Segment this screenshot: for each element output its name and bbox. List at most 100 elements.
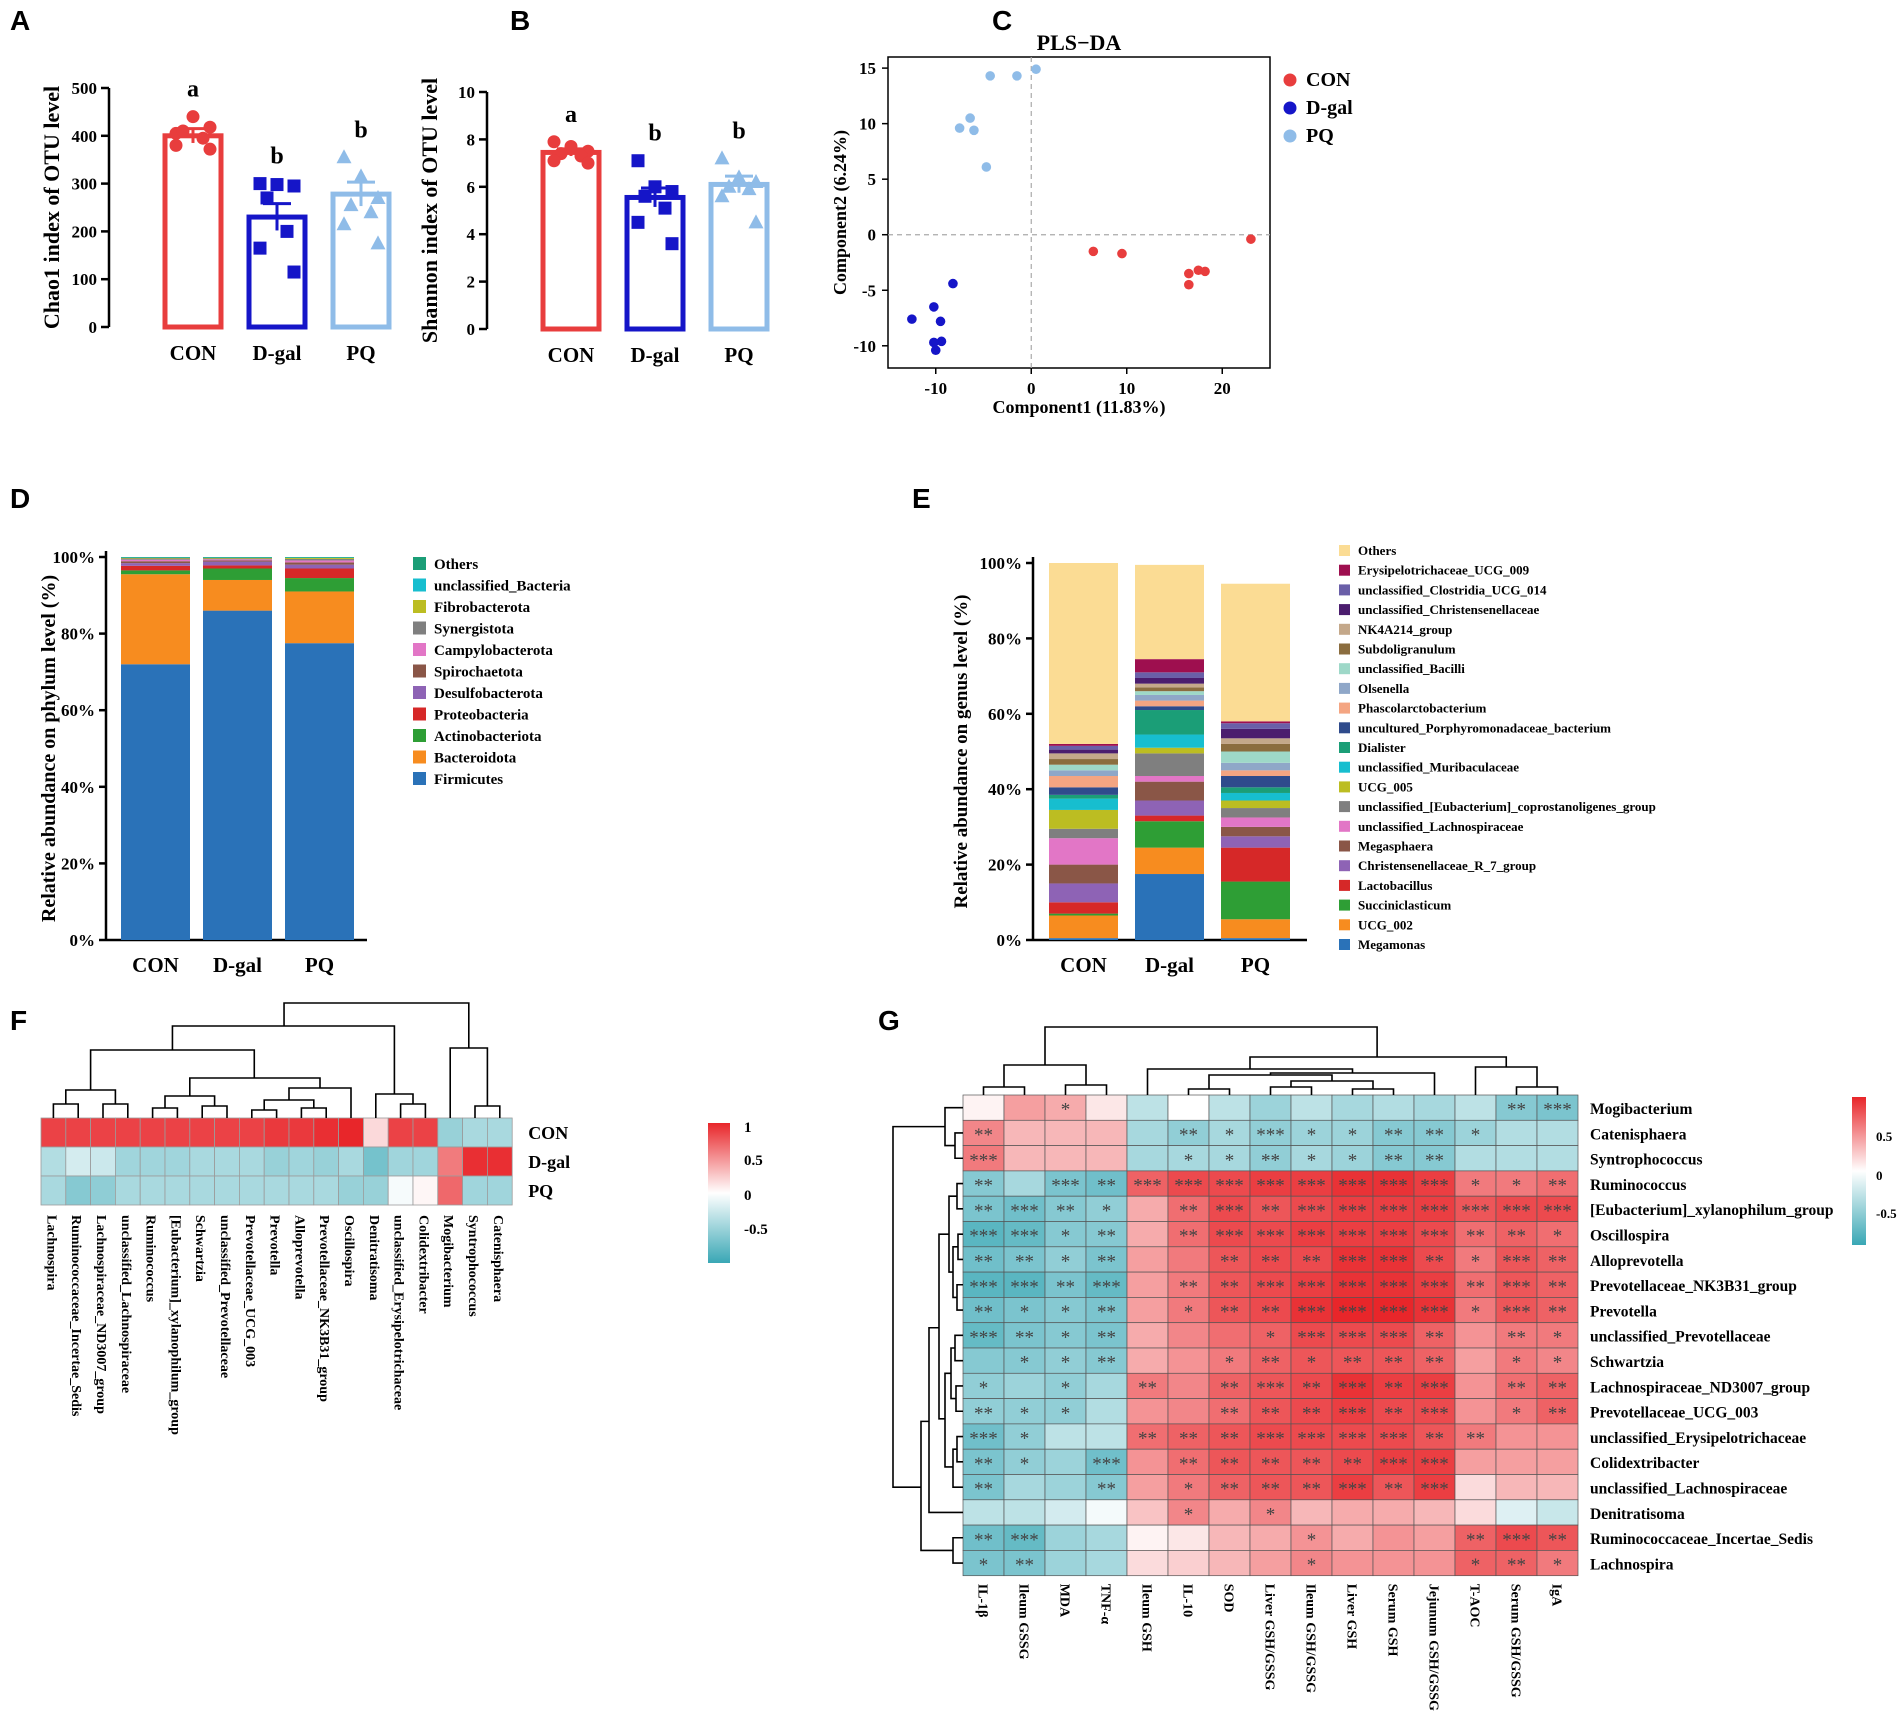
heat-cell-con-ruminococcaceae-incertae-sedis — [65, 1117, 92, 1148]
significance-stars: *** — [1092, 1454, 1121, 1475]
significance-stars: * — [1471, 1251, 1481, 1272]
heat-cell-ruminococcaceae-incertae-sedis-serum-gsh-gssg — [1495, 1524, 1538, 1551]
dendrogram-branch — [957, 1233, 963, 1261]
colorbar-tick-label: -0.5 — [744, 1222, 768, 1238]
row-label-syntrophococcus: Syntrophococcus — [1590, 1152, 1703, 1169]
heat-cell-lachnospiraceae-nd3007-group-serum-gsh-gssg — [1495, 1372, 1538, 1399]
legend-label-others: Others — [1358, 543, 1396, 558]
heat-cell-alloprevotella-jejunum-gsh-gssg — [1413, 1246, 1456, 1273]
scatter-point-con — [1246, 234, 1256, 244]
significance-stars: ** — [1466, 1429, 1485, 1450]
dendrogram-branch — [449, 1047, 489, 1118]
data-point-pq — [370, 189, 386, 204]
dendrogram-branch — [1064, 1084, 1108, 1095]
bar-segment-uncultured-porphyromonadaceae-bacterium-con — [1049, 787, 1118, 795]
data-point-pq — [748, 214, 764, 229]
heat-cell-lachnospiraceae-nd3007-group-serum-gsh — [1372, 1372, 1415, 1399]
significance-stars: * — [1553, 1353, 1563, 1374]
significance-stars: ** — [1261, 1479, 1280, 1500]
heat-cell-denitratisoma-ileum-gssg — [1003, 1499, 1046, 1526]
bar-segment-bacteroidota-pq — [285, 591, 354, 644]
heat-cell-pq-lachnospira — [40, 1175, 67, 1206]
column-label-ileum-gsh-gssg: Ileum GSH/GSSG — [1303, 1584, 1318, 1693]
heat-cell-pq-unclassified-erysipelotrichaceae — [387, 1175, 414, 1206]
significance-stars: ** — [1507, 1378, 1526, 1399]
heat-cell-colidextribacter-tnf — [1085, 1448, 1128, 1475]
bar-segment-others-pq — [1221, 583, 1290, 722]
significance-stars: *** — [1256, 1378, 1285, 1399]
heat-cell-syntrophococcus-ileum-gsh — [1126, 1145, 1169, 1172]
legend-label-desulfobacterota: Desulfobacterota — [434, 686, 543, 702]
data-point-d-gal — [280, 224, 294, 238]
heat-cell-con-schwartzia — [189, 1117, 216, 1148]
heat-cell-denitratisoma-serum-gsh-gssg — [1495, 1499, 1538, 1526]
heat-cell-pq-denitratisoma — [362, 1175, 389, 1206]
legend-label-olsenella: Olsenella — [1358, 681, 1410, 696]
heat-cell-ruminococcaceae-incertae-sedis-mda — [1044, 1524, 1087, 1551]
bar-segment-unclassified-bacteria-con — [121, 557, 190, 558]
heat-cell-mogibacterium-serum-gsh — [1372, 1094, 1415, 1121]
significance-letter: a — [565, 102, 577, 128]
significance-stars: ** — [974, 1403, 993, 1424]
legend-swatch-uncultured-porphyromonadaceae-bacterium — [1339, 722, 1350, 734]
data-point-d-gal — [253, 241, 267, 255]
x-tick-label: -10 — [924, 379, 947, 398]
dendrogram-branch — [399, 1103, 427, 1118]
bar-segment-others-pq — [285, 557, 354, 558]
heat-cell-prevotella-jejunum-gsh-gssg — [1413, 1297, 1456, 1324]
heat-cell-prevotellaceae-nk3b31-group-ileum-gssg — [1003, 1271, 1046, 1298]
significance-stars: ** — [1261, 1201, 1280, 1222]
heat-cell-oscillospira-jejunum-gsh-gssg — [1413, 1221, 1456, 1248]
heat-cell-denitratisoma-serum-gsh — [1372, 1499, 1415, 1526]
bar-segment-desulfobacterota-con — [121, 563, 190, 566]
heat-cell-unclassified-prevotellaceae-ileum-gsh — [1126, 1322, 1169, 1349]
significance-stars: *** — [1420, 1277, 1449, 1298]
heat-cell-d-gal-denitratisoma — [362, 1146, 389, 1177]
heat-cell-ruminococcaceae-incertae-sedis-ileum-gsh — [1126, 1524, 1169, 1551]
significance-stars: * — [1348, 1150, 1358, 1171]
column-label-jejunum-gsh-gssg: Jejunum GSH/GSSG — [1426, 1584, 1441, 1711]
heat-cell-unclassified-lachnospiraceae-ileum-gsh — [1126, 1474, 1169, 1501]
bar-segment-olsenella-pq — [1221, 762, 1290, 771]
bar-segment-fibrobacterota-d-gal — [203, 557, 272, 559]
heat-cell-mogibacterium-t-aoc — [1454, 1094, 1497, 1121]
bar-segment-ucg-005-d-gal — [1135, 747, 1204, 754]
row-label-prevotellaceae-nk3b31-group: Prevotellaceae_NK3B31_group — [1590, 1278, 1797, 1295]
heat-cell-catenisphaera-ileum-gssg — [1003, 1119, 1046, 1146]
dendrogram-branch — [956, 1435, 963, 1463]
significance-stars: *** — [1338, 1251, 1367, 1272]
legend-label-phascolarctobacterium: Phascolarctobacterium — [1358, 701, 1486, 716]
heat-cell-lachnospiraceae-nd3007-group-mda — [1044, 1372, 1087, 1399]
significance-stars: *** — [1543, 1100, 1572, 1121]
heat-cell-unclassified-erysipelotrichaceae-sod — [1208, 1423, 1251, 1450]
legend-swatch-unclassified-bacilli — [1339, 663, 1350, 675]
row-label-ruminococcaceae-incertae-sedis: Ruminococcaceae_Incertae_Sedis — [1590, 1531, 1813, 1548]
bar-segment-dialister-d-gal — [1135, 710, 1204, 735]
heat-cell-prevotellaceae-ucg-003-tnf — [1085, 1398, 1128, 1425]
y-tick-label: 0 — [868, 226, 877, 245]
significance-stars: * — [1348, 1125, 1358, 1146]
dendrogram-branch — [189, 1077, 321, 1096]
significance-stars: * — [1471, 1176, 1481, 1197]
dendrogram-branch — [952, 1536, 963, 1564]
significance-stars: ** — [1015, 1555, 1034, 1576]
heat-cell-eubacterium-xylanophilum-group-ileum-gsh-gssg — [1290, 1195, 1333, 1222]
bar-segment-synergistota-con — [121, 558, 190, 560]
heat-cell-lachnospira-mda — [1044, 1550, 1087, 1577]
bar-segment-firmicutes-pq — [285, 643, 354, 940]
legend-swatch-unclassified-muribaculaceae — [1339, 761, 1350, 773]
significance-stars: * — [1307, 1150, 1317, 1171]
data-point-con — [564, 140, 578, 154]
bar-segment-fibrobacterota-pq — [285, 557, 354, 559]
colorbar-tick-label: -0.5 — [1876, 1206, 1897, 1221]
heat-cell-unclassified-prevotellaceae-il-10 — [1167, 1322, 1210, 1349]
legend-swatch-actinobacteriota — [413, 729, 426, 742]
significance-stars: * — [1512, 1403, 1522, 1424]
legend-label-unclassified-christensenellaceae: unclassified_Christensenellaceae — [1358, 602, 1539, 617]
significance-stars: * — [1184, 1302, 1194, 1323]
legend-label-subdoligranulum: Subdoligranulum — [1358, 642, 1456, 657]
heat-cell-con-syntrophococcus — [462, 1117, 488, 1148]
legend-label-unclassified-muribaculaceae: unclassified_Muribaculaceae — [1358, 760, 1519, 775]
colorbar-tick-label: 0 — [744, 1188, 752, 1204]
significance-stars: *** — [1297, 1176, 1326, 1197]
